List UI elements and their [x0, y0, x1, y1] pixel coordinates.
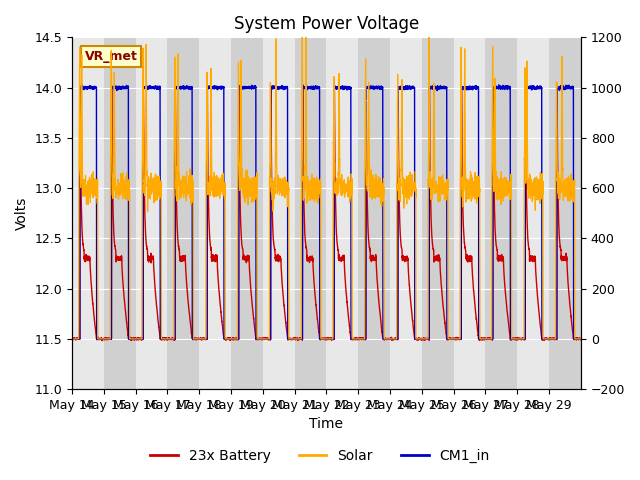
Bar	[136, 37, 168, 389]
X-axis label: Time: Time	[310, 418, 344, 432]
Bar	[454, 37, 486, 389]
Bar	[358, 37, 390, 389]
Bar	[326, 37, 358, 389]
Bar	[72, 37, 104, 389]
Bar	[231, 37, 263, 389]
Bar	[486, 37, 517, 389]
Y-axis label: Volts: Volts	[15, 196, 29, 230]
Bar	[549, 37, 581, 389]
Bar	[422, 37, 454, 389]
Bar	[263, 37, 294, 389]
Bar	[390, 37, 422, 389]
Bar	[199, 37, 231, 389]
Bar	[104, 37, 136, 389]
Bar	[294, 37, 326, 389]
Title: System Power Voltage: System Power Voltage	[234, 15, 419, 33]
Bar	[517, 37, 549, 389]
Text: VR_met: VR_met	[84, 50, 138, 63]
Legend: 23x Battery, Solar, CM1_in: 23x Battery, Solar, CM1_in	[145, 443, 495, 468]
Bar	[168, 37, 199, 389]
